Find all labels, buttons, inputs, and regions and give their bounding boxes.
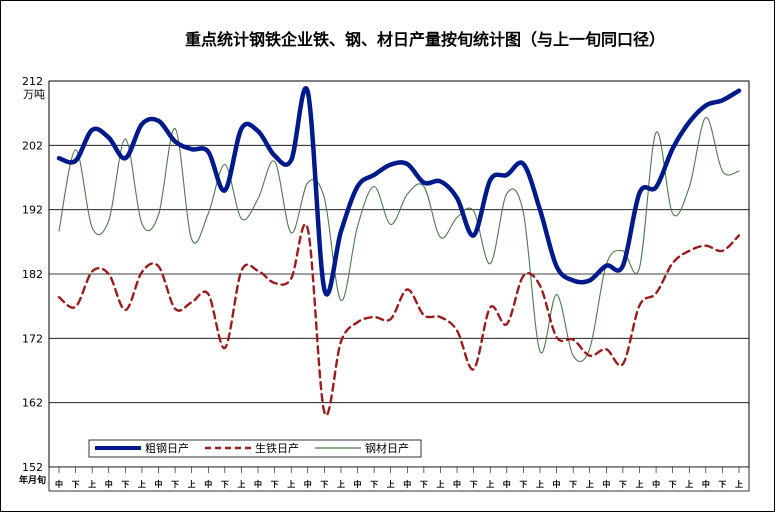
x-axis-title: 年月旬 bbox=[19, 474, 46, 486]
x-period-label: 中 bbox=[652, 479, 660, 489]
series-lines bbox=[56, 86, 742, 417]
x-period-label: 下 bbox=[470, 480, 478, 489]
grid-lines bbox=[49, 144, 749, 404]
legend: 粗钢日产 生铁日产 钢材日产 bbox=[88, 439, 422, 458]
x-period-label: 下 bbox=[121, 480, 129, 489]
x-period-label: 中 bbox=[304, 479, 312, 489]
x-period-label: 中 bbox=[55, 479, 63, 489]
x-period-label: 上 bbox=[138, 479, 146, 489]
x-period-label: 中 bbox=[155, 479, 163, 489]
x-period-label: 上 bbox=[685, 479, 693, 489]
x-period-label: 下 bbox=[519, 480, 527, 489]
x-period-label: 上 bbox=[387, 479, 395, 489]
y-tick-label: 152 bbox=[22, 461, 43, 474]
x-period-label: 中 bbox=[105, 479, 113, 489]
x-period-label: 上 bbox=[436, 479, 444, 489]
x-period-label: 下 bbox=[370, 480, 378, 489]
x-period-label: 下 bbox=[619, 480, 627, 489]
y-tick-labels: 212 202 192 182 172 162 152 bbox=[22, 75, 43, 474]
x-period-label: 下 bbox=[718, 480, 726, 489]
x-axis-strip-box bbox=[48, 466, 750, 492]
x-axis-period-strip: 中下上中下上中下上中下上中下上中下上中下上中下上中下上中下上中下上中下上中下上中… bbox=[48, 466, 750, 492]
series-crude-steel-line bbox=[56, 86, 742, 297]
series-pig-iron-line bbox=[57, 223, 741, 417]
x-period-label: 下 bbox=[171, 480, 179, 489]
x-period-label: 上 bbox=[337, 479, 345, 489]
x-period-label: 上 bbox=[586, 479, 594, 489]
y-tick-label: 192 bbox=[22, 204, 43, 217]
chart-title: 重点统计钢铁企业铁、钢、材日产量按旬统计图（与上一旬同口径） bbox=[185, 30, 665, 49]
y-tick-label: 202 bbox=[22, 139, 43, 152]
x-period-label: 中 bbox=[602, 479, 610, 489]
x-period-label: 上 bbox=[536, 479, 544, 489]
legend-label-pig-iron: 生铁日产 bbox=[255, 441, 299, 455]
x-period-label: 中 bbox=[354, 479, 362, 489]
y-unit-label: 万吨 bbox=[23, 88, 45, 101]
y-tick-label: 162 bbox=[22, 397, 43, 410]
x-period-label: 下 bbox=[221, 480, 229, 489]
x-period-label: 下 bbox=[271, 480, 279, 489]
legend-label-steel-products: 钢材日产 bbox=[365, 441, 409, 455]
x-period-label: 下 bbox=[669, 480, 677, 489]
x-period-label: 下 bbox=[420, 480, 428, 489]
x-period-label: 下 bbox=[569, 480, 577, 489]
x-period-label: 中 bbox=[453, 479, 461, 489]
x-period-label: 中 bbox=[204, 479, 212, 489]
x-period-label: 中 bbox=[403, 479, 411, 489]
legend-label-crude-steel: 粗钢日产 bbox=[145, 441, 189, 455]
x-period-label: 中 bbox=[503, 479, 511, 489]
y-tick-label: 172 bbox=[22, 332, 43, 345]
x-period-label: 下 bbox=[72, 480, 80, 489]
x-period-label: 上 bbox=[88, 479, 96, 489]
x-period-label: 中 bbox=[702, 479, 710, 489]
legend-box bbox=[88, 439, 422, 458]
series-steel-products-line bbox=[58, 117, 740, 362]
x-period-label: 中 bbox=[553, 479, 561, 489]
x-period-label: 上 bbox=[188, 479, 196, 489]
x-period-label: 中 bbox=[254, 479, 262, 489]
x-period-label: 下 bbox=[320, 480, 328, 489]
x-period-label: 上 bbox=[486, 479, 494, 489]
x-period-label: 上 bbox=[635, 479, 643, 489]
y-tick-label: 182 bbox=[22, 268, 43, 281]
x-period-label: 上 bbox=[287, 479, 295, 489]
x-period-label: 上 bbox=[237, 479, 245, 489]
y-tick-label: 212 bbox=[22, 75, 43, 88]
x-period-label: 上 bbox=[735, 479, 743, 489]
